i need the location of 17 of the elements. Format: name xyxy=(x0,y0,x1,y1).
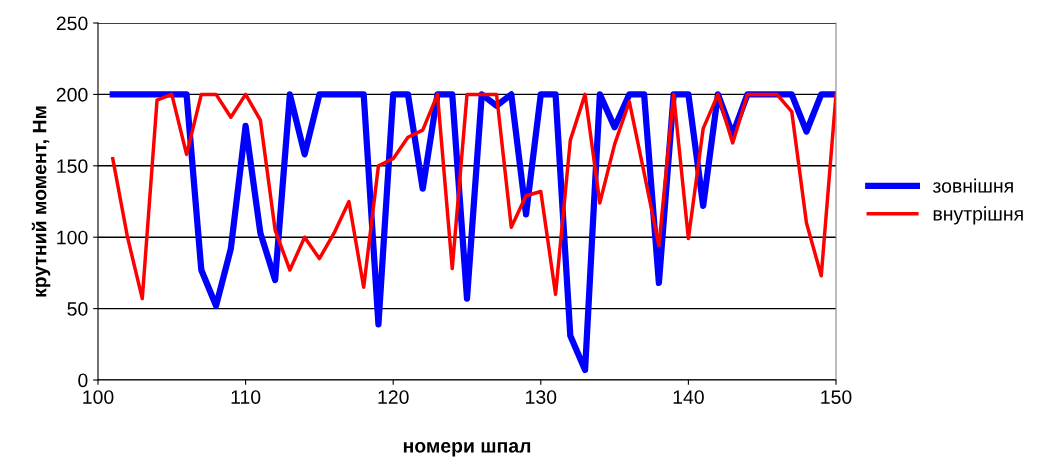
y-tick-label: 50 xyxy=(67,302,88,316)
x-axis-title: номери шпал xyxy=(403,442,531,457)
line-series xyxy=(111,92,836,301)
y-axis-title: крутний момент, Нм xyxy=(31,106,51,297)
x-tick-label: 120 xyxy=(378,390,409,404)
y-tick-label: 100 xyxy=(57,230,88,245)
x-tick-label: 130 xyxy=(526,390,557,404)
y-tick-label: 250 xyxy=(56,16,88,31)
x-tick-label: 110 xyxy=(231,390,261,404)
y-tick-label: 200 xyxy=(56,87,88,102)
x-tick-label: 100 xyxy=(83,390,114,404)
y-tick-label: 0 xyxy=(78,373,88,388)
legend-label: внутрішня xyxy=(933,206,1023,225)
x-tick-label: 140 xyxy=(673,390,704,404)
y-tick-label: 150 xyxy=(57,159,88,174)
x-tick-label: 150 xyxy=(821,390,852,404)
legend-label: зовнішня xyxy=(932,178,1013,193)
